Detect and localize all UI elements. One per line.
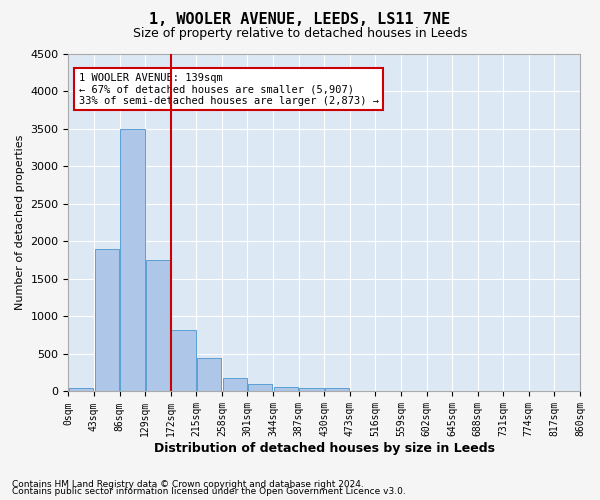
Bar	[274, 388, 298, 392]
Bar	[172, 330, 196, 392]
Bar	[146, 260, 170, 392]
Bar	[95, 249, 119, 392]
Text: Size of property relative to detached houses in Leeds: Size of property relative to detached ho…	[133, 28, 467, 40]
Bar	[325, 388, 349, 392]
Y-axis label: Number of detached properties: Number of detached properties	[15, 135, 25, 310]
Text: Contains public sector information licensed under the Open Government Licence v3: Contains public sector information licen…	[12, 487, 406, 496]
Text: 1, WOOLER AVENUE, LEEDS, LS11 7NE: 1, WOOLER AVENUE, LEEDS, LS11 7NE	[149, 12, 451, 28]
Bar	[120, 129, 145, 392]
Bar	[350, 390, 375, 392]
Bar	[299, 388, 323, 392]
Bar	[197, 358, 221, 392]
Text: Contains HM Land Registry data © Crown copyright and database right 2024.: Contains HM Land Registry data © Crown c…	[12, 480, 364, 489]
Bar	[223, 378, 247, 392]
X-axis label: Distribution of detached houses by size in Leeds: Distribution of detached houses by size …	[154, 442, 495, 455]
Bar	[69, 388, 94, 392]
Bar	[248, 384, 272, 392]
Text: 1 WOOLER AVENUE: 139sqm
← 67% of detached houses are smaller (5,907)
33% of semi: 1 WOOLER AVENUE: 139sqm ← 67% of detache…	[79, 72, 379, 106]
